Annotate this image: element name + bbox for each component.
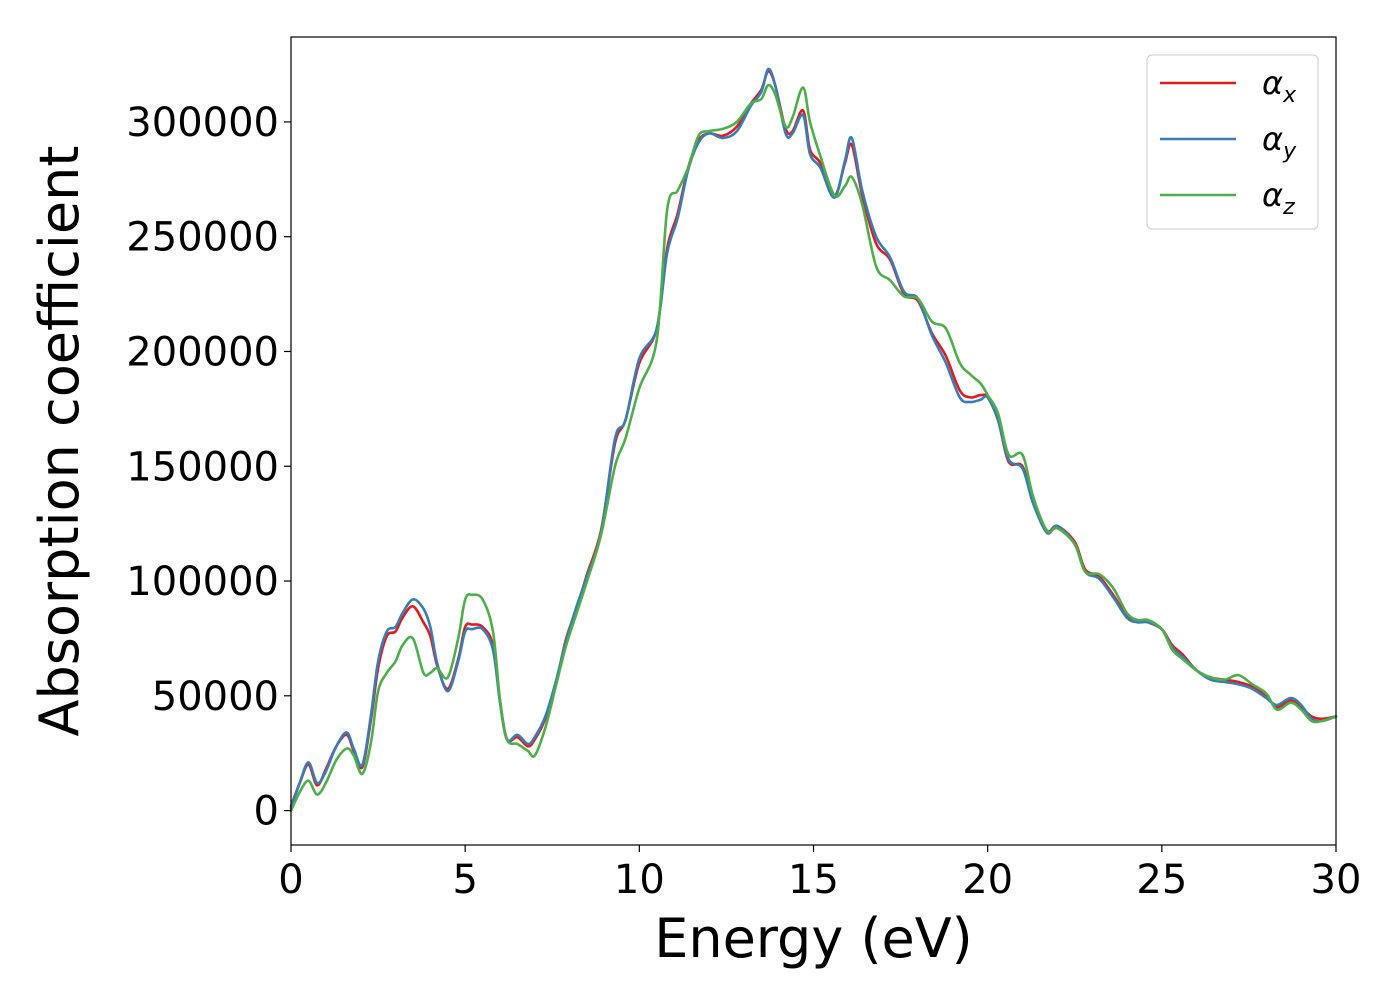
y-axis-label: Absorption coefficient	[28, 146, 91, 737]
series-layer	[289, 67, 1338, 812]
legend-frame	[1146, 54, 1319, 230]
legend-symbol: α	[1262, 64, 1283, 102]
y-tick-label: 200000	[126, 329, 279, 375]
y-tick-label: 100000	[126, 559, 279, 605]
y-tick-label: 0	[254, 789, 279, 835]
y-tick-label: 250000	[126, 215, 279, 261]
x-tick-label: 5	[452, 857, 477, 903]
x-tick-label: 10	[614, 857, 665, 903]
x-tick-label: 25	[1136, 857, 1187, 903]
legend-label-z: αz	[1262, 176, 1295, 220]
y-axis-ticks: 0 50000 100000 150000 200000 250000 300000	[126, 100, 291, 835]
series-line-z	[289, 83, 1338, 812]
legend-subscript: y	[1282, 139, 1297, 164]
x-axis-label: Energy (eV)	[654, 907, 973, 970]
x-tick-label: 15	[788, 857, 839, 903]
legend-subscript: x	[1282, 83, 1297, 108]
legend-symbol: α	[1262, 176, 1283, 214]
legend-label-y: αy	[1262, 120, 1297, 164]
legend-symbol: α	[1262, 120, 1283, 158]
series-line-y	[289, 67, 1338, 810]
x-tick-label: 30	[1311, 857, 1362, 903]
legend-subscript: z	[1282, 195, 1295, 220]
x-axis-ticks: 0 5 10 15 20 25 30	[278, 845, 1361, 903]
legend-label-x: αx	[1262, 64, 1297, 108]
x-tick-label: 20	[962, 857, 1013, 903]
y-tick-label: 300000	[126, 100, 279, 146]
x-tick-label: 0	[278, 857, 303, 903]
y-tick-label: 150000	[126, 444, 279, 490]
y-tick-label: 50000	[152, 674, 279, 720]
